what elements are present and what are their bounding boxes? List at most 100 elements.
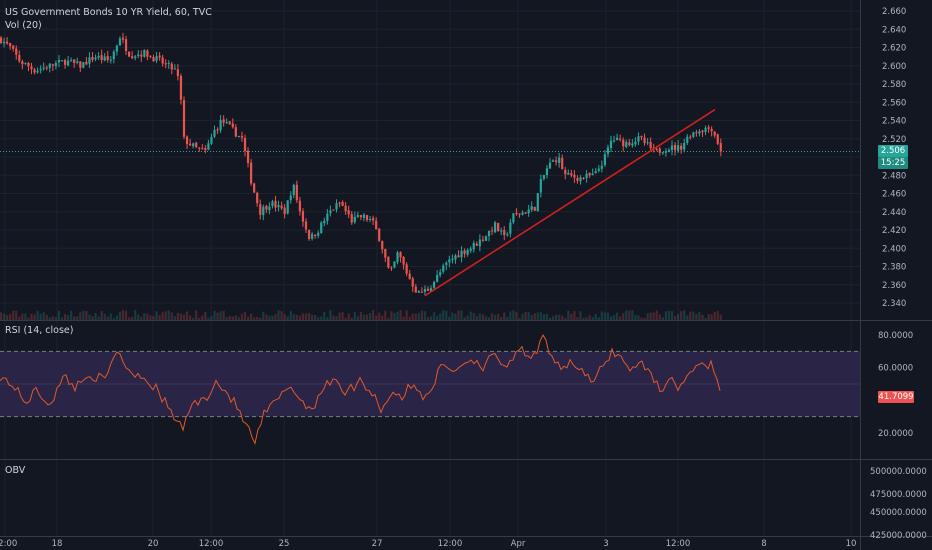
volume-bar xyxy=(170,312,173,320)
candle-body xyxy=(323,220,326,224)
price-tick-label: 2.520 xyxy=(882,135,906,145)
candle-body xyxy=(494,222,497,233)
volume-bar xyxy=(350,317,353,320)
volume-bar xyxy=(399,310,402,320)
volume-bar xyxy=(381,315,384,320)
volume-bar xyxy=(204,311,207,320)
price-tick-label: 2.640 xyxy=(882,25,906,35)
volume-bar xyxy=(539,312,542,320)
volume-bar xyxy=(628,310,631,320)
volume-bar xyxy=(573,310,576,320)
volume-bar xyxy=(128,317,131,320)
time-axis[interactable]: 12:00 18 20 12:00 25 27 12:00 Apr 3 12:00 8 10 xyxy=(0,539,856,549)
candle-body xyxy=(689,136,692,138)
volume-bar xyxy=(417,312,420,320)
candle-body xyxy=(365,215,369,220)
volume-bar xyxy=(182,314,186,320)
volume-bar xyxy=(478,313,481,320)
trendline[interactable] xyxy=(424,108,716,297)
candle-body xyxy=(9,43,12,47)
volume-bar xyxy=(661,317,664,320)
candle-body xyxy=(405,264,408,274)
volume-bar xyxy=(686,315,689,320)
candle-body xyxy=(18,54,21,62)
volume-bar xyxy=(45,314,48,320)
candle-body xyxy=(527,209,530,214)
price-tick-label: 2.540 xyxy=(882,117,906,127)
candle-body xyxy=(97,56,100,58)
volume-bar xyxy=(27,317,30,320)
volume-bar xyxy=(390,311,393,320)
candle-body xyxy=(240,136,244,138)
volume-bar xyxy=(42,312,45,320)
candle-body xyxy=(216,129,219,131)
volume-bar xyxy=(94,313,97,320)
candle-body xyxy=(603,154,606,166)
volume-bar xyxy=(36,310,39,320)
candle-body xyxy=(625,141,628,148)
candle-body xyxy=(609,140,613,149)
candle-body xyxy=(454,255,457,260)
volume-bar xyxy=(530,315,533,320)
candle-body xyxy=(393,261,396,268)
candle-body xyxy=(347,210,350,215)
candle-body xyxy=(472,243,475,250)
candle-body xyxy=(707,127,710,129)
volume-bar xyxy=(484,316,488,320)
volume-bar xyxy=(265,314,268,320)
volume-bar xyxy=(301,313,305,320)
rsi-legend[interactable]: RSI (14, close) xyxy=(5,325,74,336)
volume-bar xyxy=(368,313,372,320)
candle-body xyxy=(460,250,463,258)
rsi-series-line xyxy=(0,333,721,445)
candle-body xyxy=(201,148,204,150)
candle-body xyxy=(368,218,372,220)
candle-body xyxy=(112,51,115,60)
volume-bar xyxy=(256,316,259,320)
symbol-legend[interactable]: US Government Bonds 10 YR Yield, 60, TVC xyxy=(5,7,212,18)
volume-bar xyxy=(176,312,179,320)
candle-body xyxy=(307,230,311,239)
candle-body xyxy=(146,50,149,57)
volume-bar xyxy=(286,316,289,320)
volume-bar xyxy=(109,313,112,320)
candle-body xyxy=(551,160,555,162)
volume-bar xyxy=(481,314,484,320)
volume-bar xyxy=(57,310,61,320)
candle-body xyxy=(82,62,85,68)
volume-bar xyxy=(91,316,94,320)
volume-bar xyxy=(222,310,225,320)
candle-body xyxy=(353,216,356,223)
rsi-tick-label: 80.0000 xyxy=(878,331,913,341)
candle-body xyxy=(634,141,637,145)
volume-bar xyxy=(240,313,244,320)
volume-bar xyxy=(85,310,88,320)
candle-body xyxy=(39,68,42,71)
volume-bar xyxy=(643,317,646,320)
volume-bar xyxy=(347,313,350,320)
candle-body xyxy=(137,54,140,57)
candle-body xyxy=(292,184,295,195)
volume-bar xyxy=(140,316,143,320)
candle-body xyxy=(695,132,698,134)
volume-bar xyxy=(619,316,622,320)
price-axis[interactable]: 2.660 2.640 2.620 2.600 2.580 2.560 2.540 2.520… xyxy=(870,7,927,541)
candle-body xyxy=(469,248,472,251)
candle-body xyxy=(579,177,582,182)
volume-legend[interactable]: Vol (20) xyxy=(5,20,42,31)
candle-body xyxy=(152,57,155,62)
candle-body xyxy=(619,138,622,140)
obv-legend[interactable]: OBV xyxy=(5,465,26,476)
time-tick-label: 10 xyxy=(846,539,857,549)
candle-body xyxy=(189,143,192,146)
volume-bar xyxy=(189,315,192,320)
volume-bar xyxy=(356,316,359,320)
candle-body xyxy=(85,61,88,65)
candle-body xyxy=(524,212,527,214)
volume-bar xyxy=(323,311,326,320)
candle-body xyxy=(506,234,509,236)
candle-body xyxy=(314,234,317,236)
volume-bar xyxy=(698,311,701,320)
